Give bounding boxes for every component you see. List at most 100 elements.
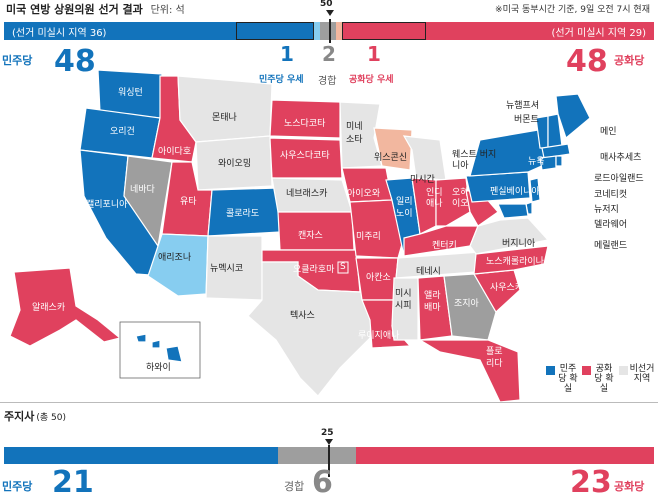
legend-none-label: 비선거 지역 bbox=[629, 364, 655, 384]
governor-majority-pointer bbox=[325, 439, 333, 445]
legend-rep-swatch bbox=[582, 366, 591, 375]
label-nebraska: 네브래스카 bbox=[286, 189, 328, 199]
page-title: 미국 연방 상원의원 선거 결과 단위: 석 bbox=[6, 1, 185, 17]
senate-bar-rep-safe bbox=[342, 22, 654, 40]
label-connecticut: 코네티컷 bbox=[594, 190, 628, 200]
rep-party-label: 공화당 bbox=[614, 54, 645, 67]
label-rhode-island: 로드아일랜드 bbox=[594, 174, 644, 184]
rep-lean-count: 1 bbox=[367, 42, 381, 66]
state-rhode-island bbox=[555, 155, 563, 167]
label-north-dakota: 노스다코타 bbox=[284, 119, 326, 129]
legend-none-swatch bbox=[619, 366, 628, 375]
label-michigan: 미시간 bbox=[410, 175, 435, 185]
label-georgia: 조지아 bbox=[454, 299, 479, 309]
label-alabama: 앨라배마 bbox=[424, 291, 441, 313]
label-missouri: 미주리 bbox=[356, 232, 381, 242]
label-arizona: 애리조나 bbox=[158, 253, 192, 263]
state-connecticut bbox=[539, 155, 557, 171]
time-note: ※미국 동부시간 기준, 9일 오전 7시 현재 bbox=[495, 5, 650, 15]
state-alaska bbox=[9, 267, 122, 347]
label-virginia: 버지니아 bbox=[502, 239, 536, 249]
tossup-label: 경합 bbox=[318, 76, 337, 87]
state-new-york bbox=[469, 129, 547, 177]
governor-tossup-label: 경합 bbox=[284, 480, 305, 493]
label-tennessee: 테네시 bbox=[416, 267, 441, 277]
label-new-jersey: 뉴저지 bbox=[594, 205, 619, 215]
label-pennsylvania: 펜실베이니아 bbox=[490, 187, 540, 197]
dem-seat-total: 48 bbox=[54, 44, 96, 79]
label-iowa: 아이오와 bbox=[347, 189, 381, 199]
label-oklahoma: 오클라호마 bbox=[293, 265, 335, 275]
dem-party-label: 민주당 bbox=[2, 54, 33, 67]
label-new-hampshire: 뉴햄프셔 bbox=[506, 101, 540, 111]
unit-text: 단위: 석 bbox=[150, 5, 185, 16]
governor-rep-label: 공화당 bbox=[614, 480, 645, 493]
governor-title: 주지사 (총 50) bbox=[4, 408, 66, 424]
label-hawaii: 하와이 bbox=[146, 363, 171, 373]
rep-lean-label: 공화당 우세 bbox=[349, 75, 394, 85]
state-texas bbox=[247, 261, 373, 397]
senate-seat-bar: (선거 미실시 지역 36) (선거 미실시 지역 29) bbox=[4, 19, 654, 43]
label-delaware: 델라웨어 bbox=[594, 220, 628, 230]
state-massachusetts bbox=[541, 143, 571, 159]
label-arkansas: 아칸소 bbox=[366, 273, 391, 283]
governor-total: (총 50) bbox=[36, 413, 66, 423]
state-mississippi bbox=[391, 277, 419, 341]
label-alaska: 알래스카 bbox=[32, 303, 66, 313]
label-louisiana: 루이지애나 bbox=[358, 331, 400, 341]
label-north-carolina: 노스캐롤라이나 bbox=[486, 257, 544, 267]
label-massachusetts: 매사추세츠 bbox=[600, 153, 642, 163]
legend-rep-label: 공화당 확실 bbox=[594, 364, 614, 394]
state-north-dakota bbox=[269, 99, 341, 139]
governor-tossup-value: 6 bbox=[312, 465, 333, 500]
label-south-dakota: 사우스다코타 bbox=[280, 151, 330, 161]
hawaii-inset-box bbox=[119, 321, 201, 379]
senate-majority-mark: 50 bbox=[320, 0, 333, 9]
senate-bar-dem-lean bbox=[314, 22, 320, 40]
rep-not-up-label: (선거 미실시 지역 29) bbox=[551, 28, 646, 39]
label-oklahoma-special: S bbox=[340, 262, 346, 272]
state-ohio bbox=[435, 177, 471, 227]
label-west-virginia: 웨스트 버지니아 bbox=[452, 150, 497, 171]
dem-lean-count: 1 bbox=[280, 42, 294, 66]
state-hawaii-3 bbox=[165, 345, 183, 363]
dem-lean-label: 민주당 우세 bbox=[259, 75, 304, 85]
state-wisconsin bbox=[373, 127, 413, 171]
state-south-dakota bbox=[269, 137, 343, 179]
label-ohio: 오하이오 bbox=[452, 188, 469, 209]
label-new-mexico: 뉴멕시코 bbox=[210, 264, 244, 274]
title-text: 미국 연방 상원의원 선거 결과 bbox=[6, 3, 143, 16]
senate-majority-pointer bbox=[326, 10, 334, 16]
label-kansas: 캔자스 bbox=[298, 231, 323, 241]
label-south-carolina: 사우스캐롤라이나 bbox=[490, 283, 557, 293]
label-nevada: 네바다 bbox=[130, 185, 155, 195]
governor-title-text: 주지사 bbox=[4, 410, 35, 423]
label-utah: 유타 bbox=[180, 197, 197, 207]
label-california: 캘리포니아 bbox=[86, 200, 128, 210]
label-maine: 메인 bbox=[600, 127, 617, 137]
state-maryland bbox=[497, 203, 529, 219]
label-wisconsin: 위스콘신 bbox=[374, 153, 408, 163]
governor-bar-rep bbox=[356, 447, 654, 464]
label-illinois: 일리노이 bbox=[396, 197, 413, 219]
label-montana: 몬태나 bbox=[212, 113, 237, 123]
oklahoma-special-marker bbox=[337, 261, 349, 274]
dem-not-up-box bbox=[236, 22, 314, 40]
watermark: 경향신문 bbox=[4, 239, 71, 259]
label-washington: 워싱턴 bbox=[118, 88, 143, 98]
label-mississippi: 미시시피 bbox=[395, 289, 412, 311]
legend-dem-swatch bbox=[546, 366, 555, 375]
state-hawaii-1 bbox=[135, 333, 147, 343]
governor-rep-value: 23 bbox=[570, 465, 612, 500]
label-wyoming: 와이오밍 bbox=[218, 159, 252, 169]
rep-seat-total: 48 bbox=[566, 44, 608, 79]
state-missouri bbox=[349, 199, 403, 259]
label-minnesota: 미네소타 bbox=[346, 122, 363, 145]
state-montana bbox=[177, 75, 273, 143]
state-wyoming bbox=[195, 135, 273, 191]
label-indiana: 인디애나 bbox=[426, 188, 443, 209]
senate-bar-rep-lean bbox=[336, 22, 342, 40]
state-florida bbox=[417, 339, 521, 403]
governor-majority-line bbox=[328, 445, 330, 477]
state-minnesota bbox=[339, 101, 383, 169]
